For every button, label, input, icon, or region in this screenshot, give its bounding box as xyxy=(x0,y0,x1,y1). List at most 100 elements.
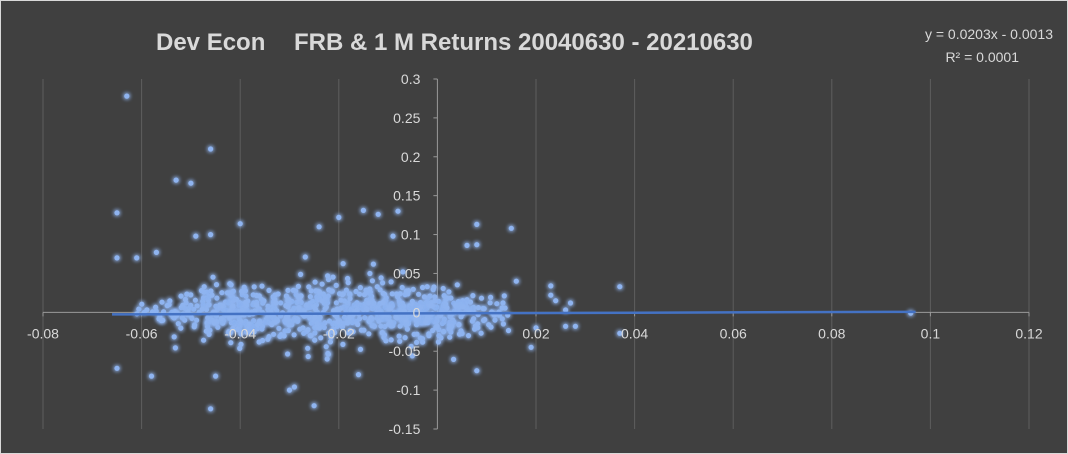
data-point-690 xyxy=(261,298,267,304)
data-point-614 xyxy=(481,306,487,312)
data-point-740 xyxy=(397,300,403,306)
chart-title-right: FRB & 1 M Returns 20040630 - 20210630 xyxy=(294,29,753,56)
data-point-677 xyxy=(317,314,323,320)
data-point-459 xyxy=(333,300,339,306)
data-point-825 xyxy=(237,221,243,227)
data-point-608 xyxy=(237,323,243,329)
data-point-698 xyxy=(487,300,493,306)
y-tick-label-2: -0.05 xyxy=(388,343,420,359)
data-point-681 xyxy=(238,318,244,324)
data-point-710 xyxy=(383,338,389,344)
data-point-315 xyxy=(417,299,424,306)
data-point-20 xyxy=(436,298,442,304)
data-point-602 xyxy=(295,316,301,323)
data-point-796 xyxy=(296,294,302,300)
data-point-667 xyxy=(447,334,453,340)
data-point-659 xyxy=(375,304,381,310)
data-point-754 xyxy=(257,319,263,326)
data-point-516 xyxy=(382,323,388,330)
data-point-774 xyxy=(421,294,427,300)
data-point-332 xyxy=(409,298,415,304)
data-point-486 xyxy=(270,315,276,321)
data-point-446 xyxy=(219,290,225,296)
data-point-369 xyxy=(441,316,447,322)
data-point-618 xyxy=(328,288,334,294)
data-point-592 xyxy=(310,319,316,325)
data-point-544 xyxy=(404,322,410,328)
data-point-487 xyxy=(357,291,363,297)
data-point-581 xyxy=(330,274,336,280)
y-tick-label-9: 0.3 xyxy=(401,71,421,87)
trendline xyxy=(112,310,916,316)
data-point-669 xyxy=(454,282,460,288)
data-point-761 xyxy=(499,305,505,311)
data-point-208 xyxy=(312,337,318,343)
data-point-502 xyxy=(272,292,278,298)
data-point-665 xyxy=(441,328,447,335)
data-point-785 xyxy=(182,296,188,302)
data-point-466 xyxy=(348,307,354,313)
data-point-124 xyxy=(362,315,368,321)
data-point-833 xyxy=(474,221,480,227)
data-point-294 xyxy=(448,295,454,301)
data-point-574 xyxy=(422,301,428,307)
data-point-855 xyxy=(563,323,569,329)
data-point-65 xyxy=(492,317,498,323)
data-point-379 xyxy=(188,292,194,298)
trendline-line xyxy=(112,310,916,316)
data-point-397 xyxy=(326,318,333,324)
data-point-187 xyxy=(408,343,414,349)
data-point-360 xyxy=(205,297,211,303)
data-point-853 xyxy=(563,307,569,313)
data-point-642 xyxy=(201,289,207,295)
x-tick-label-3: -0.02 xyxy=(323,325,355,341)
data-point-764 xyxy=(230,295,236,301)
data-point-802 xyxy=(230,325,236,332)
data-point-725 xyxy=(266,287,272,293)
data-point-795 xyxy=(227,330,233,336)
data-point-813 xyxy=(460,304,466,310)
data-point-577 xyxy=(475,321,481,327)
data-point-694 xyxy=(389,291,395,297)
data-point-382 xyxy=(254,326,260,332)
data-point-553 xyxy=(341,314,347,320)
data-point-838 xyxy=(114,255,120,261)
data-point-522 xyxy=(368,315,374,321)
data-point-840 xyxy=(114,365,120,371)
data-point-361 xyxy=(411,303,417,309)
data-point-724 xyxy=(428,302,434,309)
data-point-194 xyxy=(194,317,200,323)
data-point-596 xyxy=(207,316,213,322)
data-point-650 xyxy=(325,351,331,357)
data-point-858 xyxy=(617,330,623,336)
data-point-861 xyxy=(513,278,519,284)
data-point-852 xyxy=(553,298,559,304)
data-point-515 xyxy=(435,339,441,345)
data-point-308 xyxy=(276,325,282,331)
data-point-546 xyxy=(358,327,364,333)
data-point-824 xyxy=(114,210,120,216)
data-point-746 xyxy=(285,298,291,304)
data-point-786 xyxy=(430,327,436,334)
data-point-372 xyxy=(278,300,284,306)
data-points xyxy=(114,93,914,412)
data-point-377 xyxy=(251,329,257,335)
data-point-345 xyxy=(213,282,220,288)
data-point-304 xyxy=(440,285,446,292)
data-point-708 xyxy=(203,328,209,334)
data-point-461 xyxy=(464,307,471,313)
data-point-484 xyxy=(270,304,276,310)
y-tick-label-3: 0 xyxy=(413,304,421,320)
data-point-831 xyxy=(474,242,480,248)
data-point-854 xyxy=(567,300,574,306)
data-point-660 xyxy=(367,319,373,325)
data-point-254 xyxy=(153,304,159,310)
data-point-105 xyxy=(285,327,291,334)
data-point-497 xyxy=(470,293,476,299)
data-point-753 xyxy=(347,315,353,321)
data-point-240 xyxy=(471,304,477,311)
data-point-779 xyxy=(387,319,393,325)
data-point-532 xyxy=(263,316,269,322)
data-point-655 xyxy=(417,306,423,312)
data-point-787 xyxy=(324,356,330,362)
